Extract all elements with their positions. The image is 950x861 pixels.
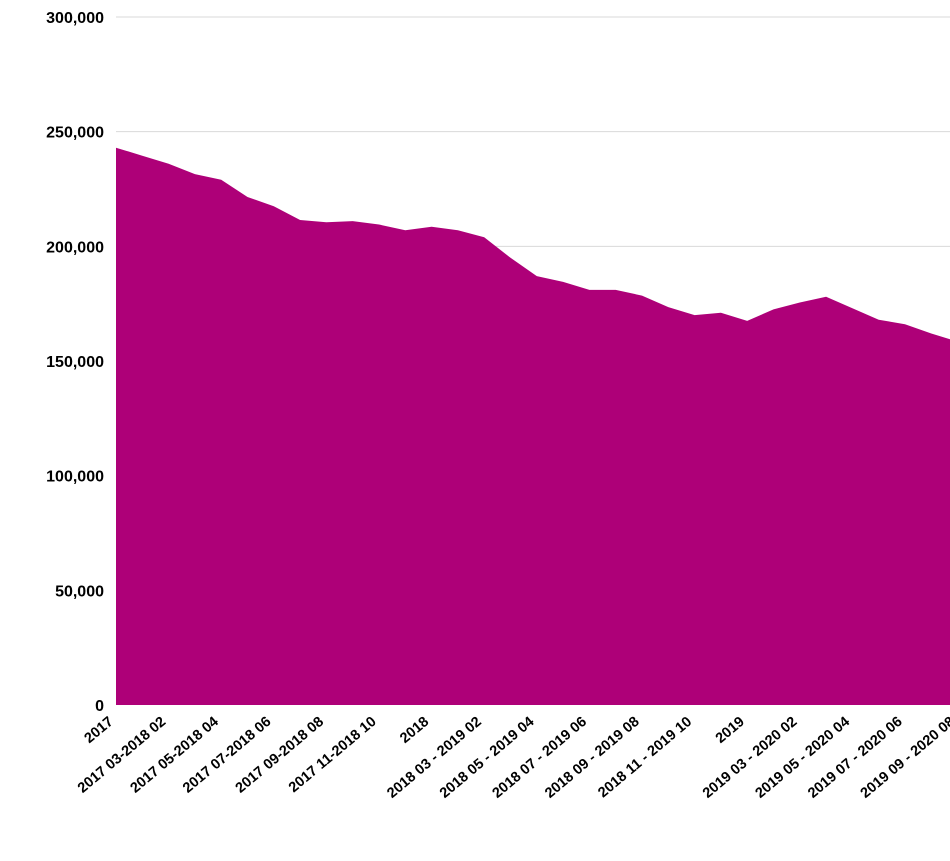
y-tick-label: 150,000 (46, 354, 104, 371)
y-tick-label: 250,000 (46, 125, 104, 142)
y-tick-label: 300,000 (46, 10, 104, 27)
x-tick-label: 2018 09 - 2019 08 (542, 714, 642, 802)
y-tick-label: 50,000 (55, 583, 104, 600)
x-tick-label: 2017 (82, 714, 117, 747)
area-fill (116, 147, 950, 705)
x-tick-label: 2019 07 - 2020 06 (805, 714, 905, 802)
x-tick-label: 2017 03-2018 02 (75, 714, 169, 797)
x-tick-label: 2018 05 - 2019 04 (437, 714, 537, 802)
x-tick-label: 2018 07 - 2019 06 (490, 714, 590, 802)
x-tick-label: 2019 03 - 2020 02 (700, 714, 800, 802)
y-axis-ticks: 0 50,000 100,000 150,000 200,000 250,000 300,0… (46, 10, 104, 715)
x-tick-label: 2017 05-2018 04 (127, 714, 221, 797)
x-tick-label: 2017 11-2018 10 (286, 714, 380, 796)
y-tick-label: 0 (95, 698, 104, 715)
x-tick-label: 2018 11 - 2019 10 (595, 714, 695, 801)
x-tick-label: 2017 09-2018 08 (233, 714, 327, 797)
y-tick-label: 200,000 (46, 239, 104, 256)
x-tick-label: 2018 (397, 714, 432, 747)
x-tick-label: 2019 (713, 714, 748, 747)
x-tick-label: 2018 03 - 2019 02 (384, 714, 484, 802)
x-tick-label: 2017 07-2018 06 (180, 714, 274, 797)
y-tick-label: 100,000 (46, 469, 104, 486)
x-tick-label: 2019 05 - 2020 04 (753, 714, 853, 802)
area-series (116, 147, 950, 705)
